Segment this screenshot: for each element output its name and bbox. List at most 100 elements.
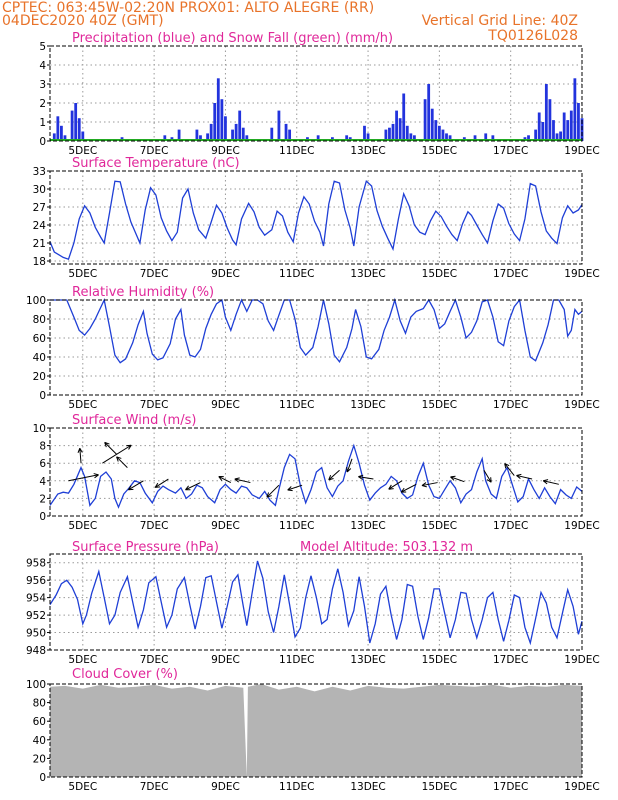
rh-ytick: 40 <box>33 352 46 364</box>
precip-bar <box>284 123 288 141</box>
rh-panel: 0 20 40 60 80 100 5DEC 7DEC 9DEC 11DEC 13DEC 15DEC 1… <box>26 295 600 411</box>
pres-ytick: 954 <box>26 593 46 605</box>
cloud-xtick: 5DEC <box>68 781 97 793</box>
wind-panel: 0 2 4 6 8 10 5DEC 7DEC 9DEC 11DEC 13DEC 15DEC 17DEC 1… <box>33 423 600 532</box>
precip-xtick: 5DEC <box>68 145 97 157</box>
precip-bar <box>238 110 242 141</box>
wind-xtick: 5DEC <box>68 520 97 532</box>
wind-arrow-shaft <box>421 482 438 487</box>
wind-arrow-shaft <box>116 456 128 468</box>
wind-xtick: 19DEC <box>564 520 599 532</box>
wind-arrow-head <box>516 473 522 479</box>
wind-ytick: 10 <box>33 423 46 435</box>
precip-bar <box>409 133 413 141</box>
wind-arrow-shaft <box>185 482 201 491</box>
pres-xtick: 19DEC <box>564 654 599 666</box>
rh-xtick: 13DEC <box>350 399 385 411</box>
temp-xtick: 9DEC <box>211 268 240 280</box>
precip-xtick: 7DEC <box>140 145 169 157</box>
wind-arrow <box>358 474 374 480</box>
wind-arrow-head <box>542 479 549 485</box>
precip-bar <box>559 131 563 141</box>
precip-bar <box>388 127 391 141</box>
temp-ytick: 33 <box>33 166 46 178</box>
cloud-xtick: 9DEC <box>211 781 240 793</box>
wind-arrow-head <box>287 486 293 492</box>
wind-arrow-shaft <box>346 458 353 473</box>
wind-arrow-head <box>358 474 364 480</box>
precip-bar <box>555 133 559 141</box>
wind-arrow <box>185 482 201 491</box>
precip-bar <box>234 123 238 141</box>
precip-bar <box>74 103 78 141</box>
wind-arrow-head <box>266 492 272 498</box>
wind-arrow-head <box>93 473 99 479</box>
header-location: CPTEC: 063:45W-02:20N PROX01: ALTO ALEGR… <box>2 0 374 16</box>
wind-arrow <box>483 469 492 483</box>
precip-bar <box>270 127 274 141</box>
precip-frame <box>49 45 583 142</box>
rh-frame <box>49 299 583 396</box>
wind-arrow-shaft <box>79 448 82 464</box>
precip-bar <box>577 103 580 141</box>
wind-ytick: 0 <box>39 511 46 523</box>
wind-ytick: 6 <box>39 458 46 470</box>
wind-arrow <box>400 483 417 493</box>
wind-line <box>49 443 583 509</box>
pres-xtick: 15DEC <box>422 654 457 666</box>
wind-xtick: 9DEC <box>211 520 240 532</box>
cloud-xtick: 15DEC <box>422 781 457 793</box>
precip-bar <box>216 78 220 141</box>
precip-bar <box>427 84 431 141</box>
temp-xtick: 7DEC <box>140 268 169 280</box>
precip-bar <box>56 116 60 141</box>
temp-ytick: 30 <box>33 184 46 196</box>
wind-arrow <box>218 476 232 484</box>
wind-arrow <box>388 480 403 490</box>
precip-bar <box>241 127 245 141</box>
wind-arrow-head <box>104 441 110 448</box>
pres-frame <box>49 553 583 651</box>
wind-arrow <box>77 447 83 464</box>
precip-xtick: 11DEC <box>279 145 314 157</box>
temp-xtick: 15DEC <box>422 268 457 280</box>
precip-bar <box>345 135 349 141</box>
precip-bar <box>363 125 366 141</box>
wind-arrow-shaft <box>68 474 99 482</box>
precip-bar <box>430 108 434 141</box>
wind-arrow <box>116 456 128 468</box>
precip-panel: 0 1 2 3 4 5 5DEC 7DEC 9DEC 11DEC 13DEC 15DEC 17DEC 19… <box>39 41 599 157</box>
precip-bar <box>423 99 427 141</box>
wind-arrow-head <box>328 475 334 481</box>
wind-arrow <box>104 441 118 455</box>
precip-bar <box>541 122 545 141</box>
cloud-xtick: 13DEC <box>350 781 385 793</box>
wind-arrow-head <box>421 482 427 488</box>
temp-xtick: 13DEC <box>350 268 385 280</box>
pres-xtick: 11DEC <box>279 654 314 666</box>
precip-bar <box>534 129 538 141</box>
wind-xtick: 13DEC <box>350 520 385 532</box>
precip-bar <box>491 135 495 141</box>
cloud-xtick: 7DEC <box>140 781 169 793</box>
precip-title: Precipitation (blue) and Snow Fall (gree… <box>72 31 393 46</box>
precip-bar <box>566 120 570 141</box>
precip-ytick: 4 <box>39 60 46 72</box>
cloud-panel: 0 20 40 60 80 100 5DEC 7DEC 9DEC 11DEC 13DEC 15DEC 1… <box>26 679 600 793</box>
wind-arrow <box>328 469 340 481</box>
temp-title: Surface Temperature (nC) <box>72 156 240 171</box>
wind-arrow-head <box>154 482 161 488</box>
pres-panel: 948 950 952 954 956 958 5DEC 7DEC 9DEC 11DEC 13DEC… <box>26 553 600 666</box>
precip-bar <box>213 103 217 141</box>
cloud-ytick: 0 <box>39 772 46 784</box>
precip-bar <box>573 78 577 141</box>
wind-arrow-head <box>486 477 492 483</box>
pres-xtick: 9DEC <box>211 654 240 666</box>
wind-arrow-head <box>185 485 191 491</box>
rh-xtick: 9DEC <box>211 399 240 411</box>
wind-arrow-head <box>400 487 407 493</box>
pres-altitude: Model Altitude: 503.132 m <box>300 540 473 555</box>
header-model-id: TQ0126L028 <box>487 28 578 44</box>
precip-bar <box>206 133 210 141</box>
precip-bar <box>395 110 398 141</box>
